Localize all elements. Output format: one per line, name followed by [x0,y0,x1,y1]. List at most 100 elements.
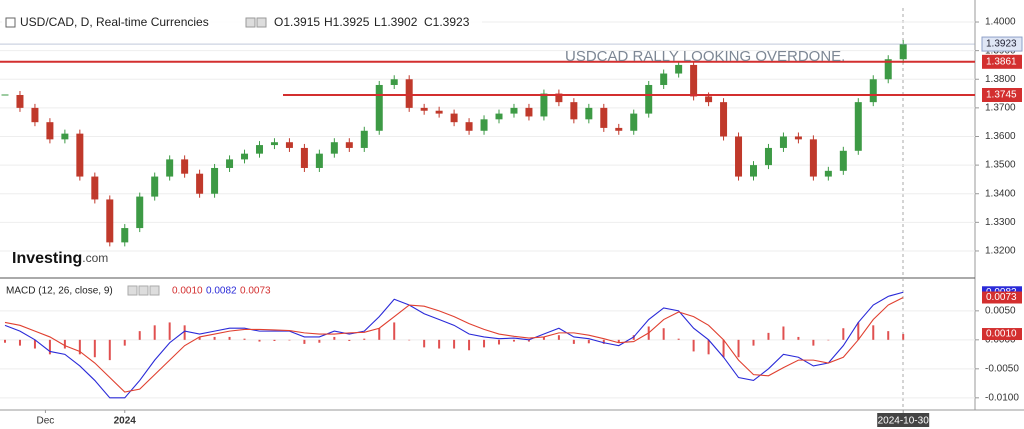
candle [196,173,204,194]
histogram-bar [842,328,845,340]
candle [809,139,817,177]
candle [675,64,683,74]
histogram-bar [677,338,680,340]
candle [600,107,608,128]
readout-box-label: 0.0073 [986,292,1017,303]
histogram-bar [707,339,710,355]
logo: Investing.com [12,250,108,267]
histogram-bar [303,339,306,344]
histogram-bar [512,339,515,342]
candle [61,133,69,140]
candle [869,79,877,103]
candle [525,107,533,117]
candle [181,159,189,174]
indicator-icon [138,285,149,296]
y-tick-label: 1.3600 [985,131,1016,142]
readout-value: 0.0010 [172,286,203,297]
histogram-bar [78,339,81,355]
histogram-bar [587,339,590,344]
histogram-bar [468,339,471,351]
histogram-bar [138,331,141,340]
candle [495,113,503,120]
histogram-bar [542,336,545,340]
header-bg [2,12,482,34]
histogram-bar [378,328,381,340]
level-label-box [982,87,1022,102]
readout-value: 0.0082 [206,286,237,297]
y-tick-label: 1.3400 [985,188,1016,199]
histogram-bar [662,328,665,340]
histogram-bar [393,322,396,340]
histogram-bar [752,339,755,346]
candle [480,119,488,131]
histogram-bar [483,339,486,348]
candle [31,107,39,123]
histogram-bar [363,338,366,340]
histogram-bar [48,339,51,355]
candle [585,107,593,120]
indicator-icon [149,285,160,296]
candle [1,94,9,96]
histogram-bar [213,336,216,340]
candle [255,145,263,154]
price-axis [975,0,1024,429]
histogram-bar [243,338,246,340]
candle [390,79,398,85]
histogram-bar [33,339,36,349]
histogram-bar [228,336,231,340]
histogram-bar [872,325,875,340]
candle [226,159,234,168]
candle [660,73,668,85]
histogram-bar [423,339,426,348]
candle [555,93,563,103]
histogram-bar [4,339,6,343]
level-label: 1.3745 [986,90,1017,101]
candle [705,96,713,103]
header-icon [245,17,256,28]
candle [211,167,219,194]
x-tick-label: 2024 [114,416,137,427]
histogram-bar [408,339,411,341]
candle [151,176,159,197]
y-tick-label: 1.3500 [985,160,1016,171]
candle [241,153,249,160]
histogram-bar [183,325,186,340]
candle [106,199,114,243]
histogram-bar [572,339,575,344]
y-tick-label: -0.0100 [985,392,1019,403]
y-tick-label: -0.0050 [985,363,1019,374]
candle [720,102,728,137]
y-tick-label: 1.3200 [985,246,1016,257]
histogram-bar [123,339,126,346]
candle [300,147,308,168]
histogram-bar [887,331,890,340]
candle [285,142,293,148]
histogram-bar [63,339,66,349]
candle [899,44,907,60]
candle [645,84,653,114]
candle [345,142,353,148]
histogram-bar [827,339,830,341]
x-tick-label: 2024-10-30 [878,416,930,427]
candle [450,113,458,123]
candle [884,59,892,80]
annotation: USDCAD RALLY LOOKING OVERDONE. [565,48,845,65]
level-label: 1.3861 [986,56,1017,67]
candle [750,165,757,177]
candle [136,196,144,229]
level-label-box [982,54,1022,69]
candle [16,94,24,108]
histogram-bar [617,339,620,343]
histogram-bar [273,339,276,341]
header-icon [256,17,267,28]
candle [465,122,473,131]
histogram-bar [857,322,860,340]
histogram-bar [333,336,336,340]
ohlc-value: C1.3923 [424,15,470,29]
histogram-bar [258,339,261,342]
histogram-bar [692,339,695,352]
candle [540,93,548,117]
candle [435,110,443,114]
histogram-bar [767,332,770,340]
